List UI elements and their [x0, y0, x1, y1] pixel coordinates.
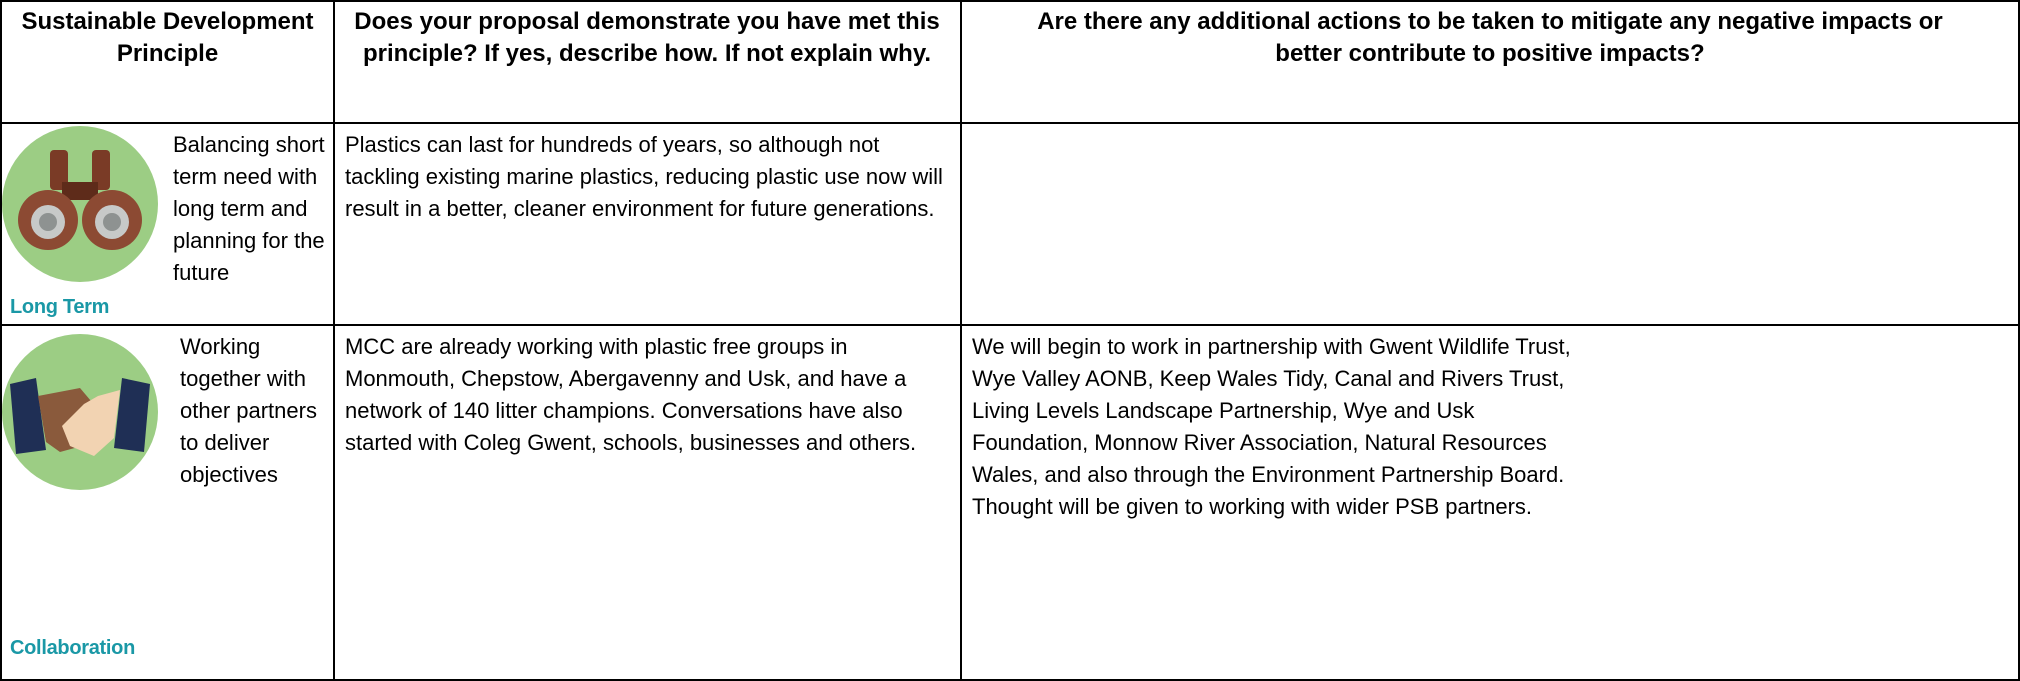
border [333, 0, 335, 681]
border [0, 0, 2020, 2]
icon-long-term [2, 126, 158, 282]
border [960, 0, 962, 681]
border [0, 679, 2020, 681]
icon-label: Long Term [10, 296, 110, 318]
actions-text: We will begin to work in partnership wit… [972, 334, 1571, 519]
border [2018, 0, 2020, 681]
header-cell: Does your proposal demonstrate you have … [354, 8, 940, 67]
icon-collaboration [2, 334, 158, 490]
icon-label: Collaboration [10, 637, 135, 659]
response-text: Plastics can last for hundreds of years,… [345, 132, 943, 221]
border [0, 324, 2020, 326]
border [0, 0, 2, 681]
border [0, 122, 2020, 124]
header-cell: Are there any additional actions to be t… [1037, 8, 1943, 67]
principle-text: Working together with other partners to … [180, 334, 317, 487]
response-text: MCC are already working with plastic fre… [345, 334, 917, 455]
header-cell: Sustainable Development Principle [21, 8, 314, 67]
principle-text: Balancing short term need with long term… [173, 132, 325, 285]
